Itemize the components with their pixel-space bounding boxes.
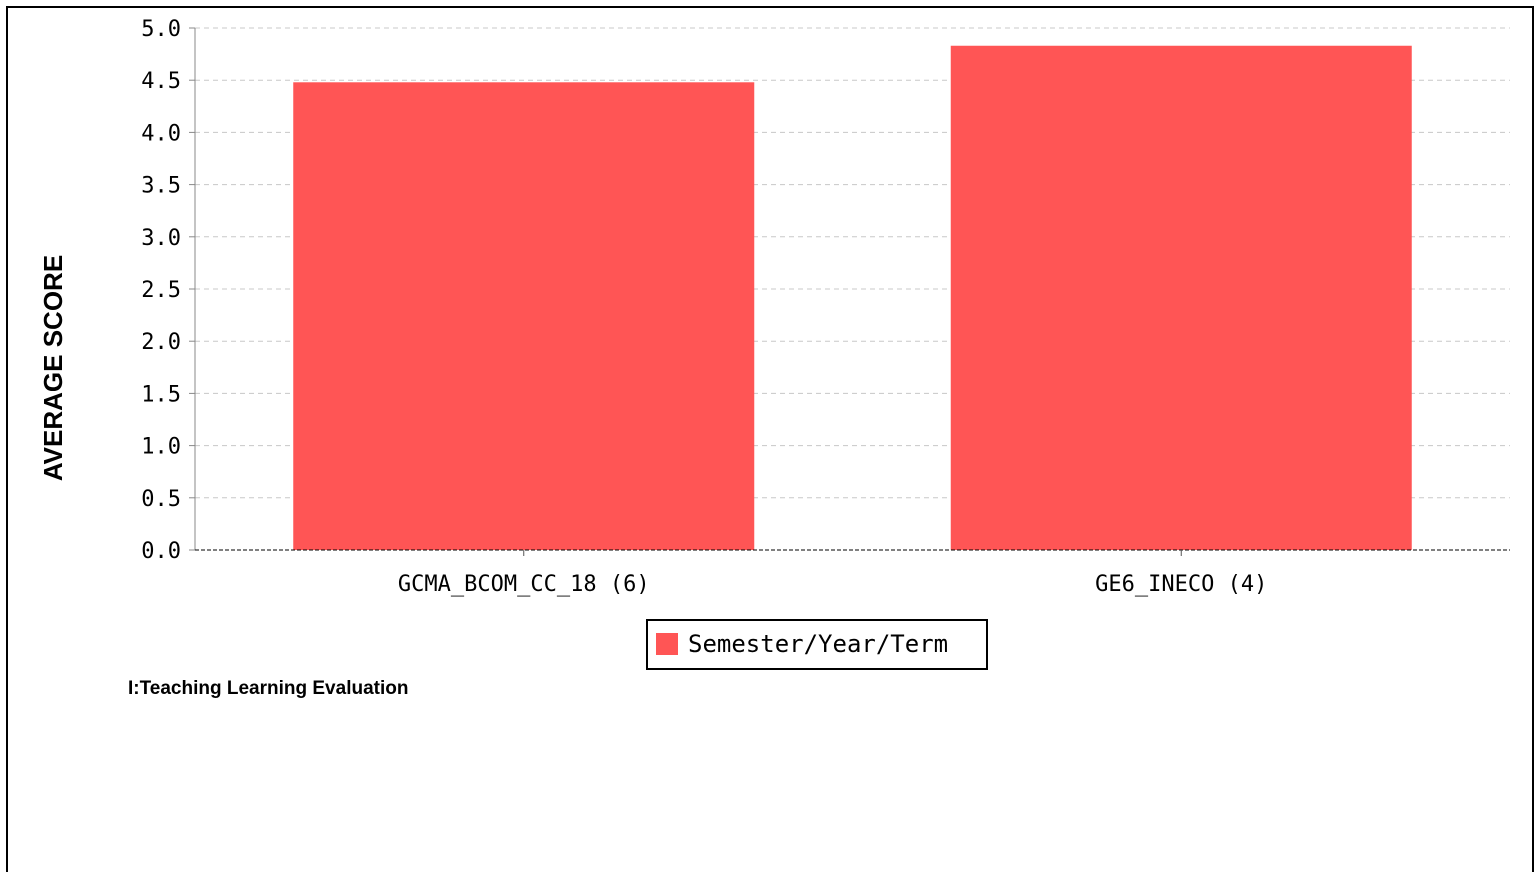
y-tick-label: 2.5 <box>141 278 181 303</box>
y-tick-label: 0.5 <box>141 487 181 512</box>
y-tick-label: 3.0 <box>141 226 181 251</box>
y-tick-label: 4.5 <box>141 69 181 94</box>
y-tick-label: 3.5 <box>141 174 181 199</box>
bar <box>293 82 755 551</box>
x-tick-label: GE6_INECO (4) <box>1095 572 1267 597</box>
bars <box>293 45 1412 551</box>
footer-caption: I:Teaching Learning Evaluation <box>128 678 409 699</box>
chart-frame <box>6 6 1534 872</box>
y-tick-label: 1.0 <box>141 435 181 460</box>
legend: Semester/Year/Term <box>646 619 988 670</box>
y-tick-label: 1.5 <box>141 382 181 407</box>
legend-box <box>646 619 988 670</box>
y-axis-ticks: 0.0 0.5 1.0 1.5 2.0 2.5 3.0 3.5 4.0 4.5 5.0 <box>141 17 195 564</box>
x-tick-label: GCMA_BCOM_CC_18 (6) <box>398 572 650 597</box>
y-tick-label: 5.0 <box>141 17 181 42</box>
legend-label: Semester/Year/Term <box>688 630 948 658</box>
legend-swatch <box>656 633 678 655</box>
bar <box>950 45 1412 551</box>
y-tick-label: 0.0 <box>141 539 181 564</box>
x-axis-ticks: GCMA_BCOM_CC_18 (6) GE6_INECO (4) <box>398 550 1267 597</box>
y-tick-label: 2.0 <box>141 330 181 355</box>
y-axis-label: AVERAGE SCORE <box>38 255 68 481</box>
y-tick-label: 4.0 <box>141 121 181 146</box>
